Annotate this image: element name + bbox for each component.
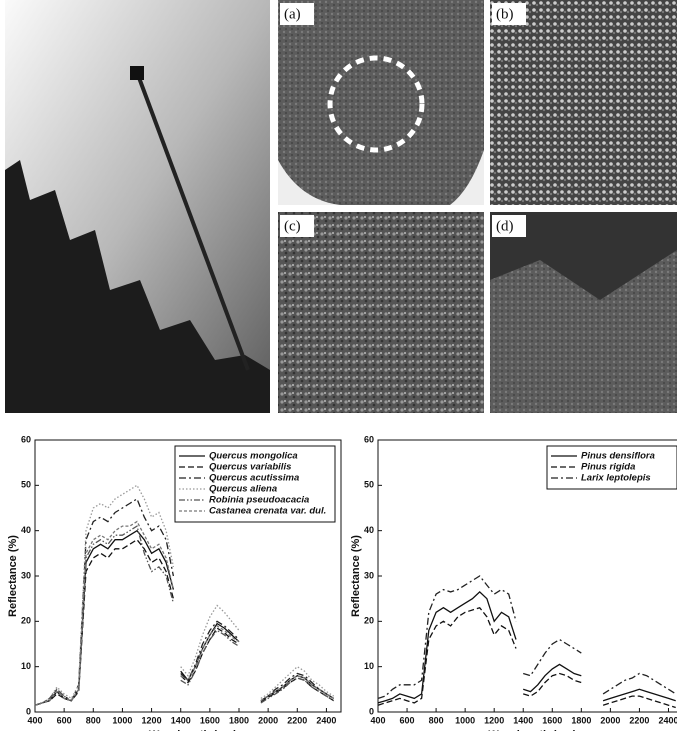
x-tick-label: 1800 (571, 715, 591, 725)
x-tick-label: 1000 (455, 715, 475, 725)
panel-label: (d) (496, 218, 514, 234)
panel-label: (c) (284, 218, 301, 234)
x-tick-label: 400 (27, 715, 42, 725)
x-tick-label: 1200 (484, 715, 504, 725)
legend-label: Pinus rigida (581, 462, 635, 473)
y-axis-label: Reflectance (%) (7, 535, 19, 617)
x-tick-label: 1600 (542, 715, 562, 725)
photo-d (490, 212, 677, 413)
y-tick-label: 10 (364, 661, 374, 671)
x-tick-label: 2200 (287, 715, 307, 725)
legend-label: Pinus densiflora (581, 451, 655, 462)
y-tick-label: 30 (364, 570, 374, 580)
photo-a (278, 0, 484, 205)
x-tick-label: 2400 (658, 715, 677, 725)
x-tick-label: 800 (429, 715, 444, 725)
x-tick-label: 1200 (142, 715, 162, 725)
y-tick-label: 30 (21, 570, 31, 580)
legend-label: Quercus mongolica (209, 451, 298, 462)
legend-label: Larix leptolepis (581, 473, 651, 484)
y-axis-label: Reflectance (%) (350, 535, 362, 617)
x-tick-label: 1800 (229, 715, 249, 725)
photo-b (490, 0, 677, 205)
x-tick-label: 2200 (629, 715, 649, 725)
x-tick-label: 2400 (316, 715, 336, 725)
x-tick-label: 600 (57, 715, 72, 725)
y-tick-label: 50 (21, 480, 31, 490)
panel-label: (a) (284, 6, 301, 22)
x-tick-label: 1600 (200, 715, 220, 725)
page: {"photos":{"labels":["(a)","(b)","(c)","… (0, 0, 677, 731)
x-tick-label: 600 (400, 715, 415, 725)
x-tick-label: 800 (86, 715, 101, 725)
x-tick-label: 1000 (112, 715, 132, 725)
legend-label: Quercus variabilis (209, 462, 291, 473)
y-tick-label: 40 (364, 525, 374, 535)
legend-label: Quercus aliena (209, 484, 277, 495)
x-tick-label: 1400 (171, 715, 191, 725)
y-tick-label: 10 (21, 661, 31, 671)
photo-crane (5, 0, 270, 413)
figure: (a) (b) (c) (d) 010203040506040060080010… (0, 0, 677, 731)
y-tick-label: 60 (21, 434, 31, 444)
legend-label: Castanea crenata var. dul. (209, 506, 326, 517)
x-tick-label: 2000 (600, 715, 620, 725)
y-tick-label: 50 (364, 480, 374, 490)
legend-label: Quercus acutissima (209, 473, 299, 484)
legend-label: Robinia pseudoacacia (209, 495, 309, 506)
x-tick-label: 400 (370, 715, 385, 725)
y-tick-label: 60 (364, 434, 374, 444)
y-tick-label: 20 (364, 616, 374, 626)
panel-label: (b) (496, 6, 514, 22)
x-tick-label: 1400 (513, 715, 533, 725)
x-tick-label: 2000 (258, 715, 278, 725)
photo-c (278, 212, 484, 413)
y-tick-label: 20 (21, 616, 31, 626)
y-tick-label: 40 (21, 525, 31, 535)
